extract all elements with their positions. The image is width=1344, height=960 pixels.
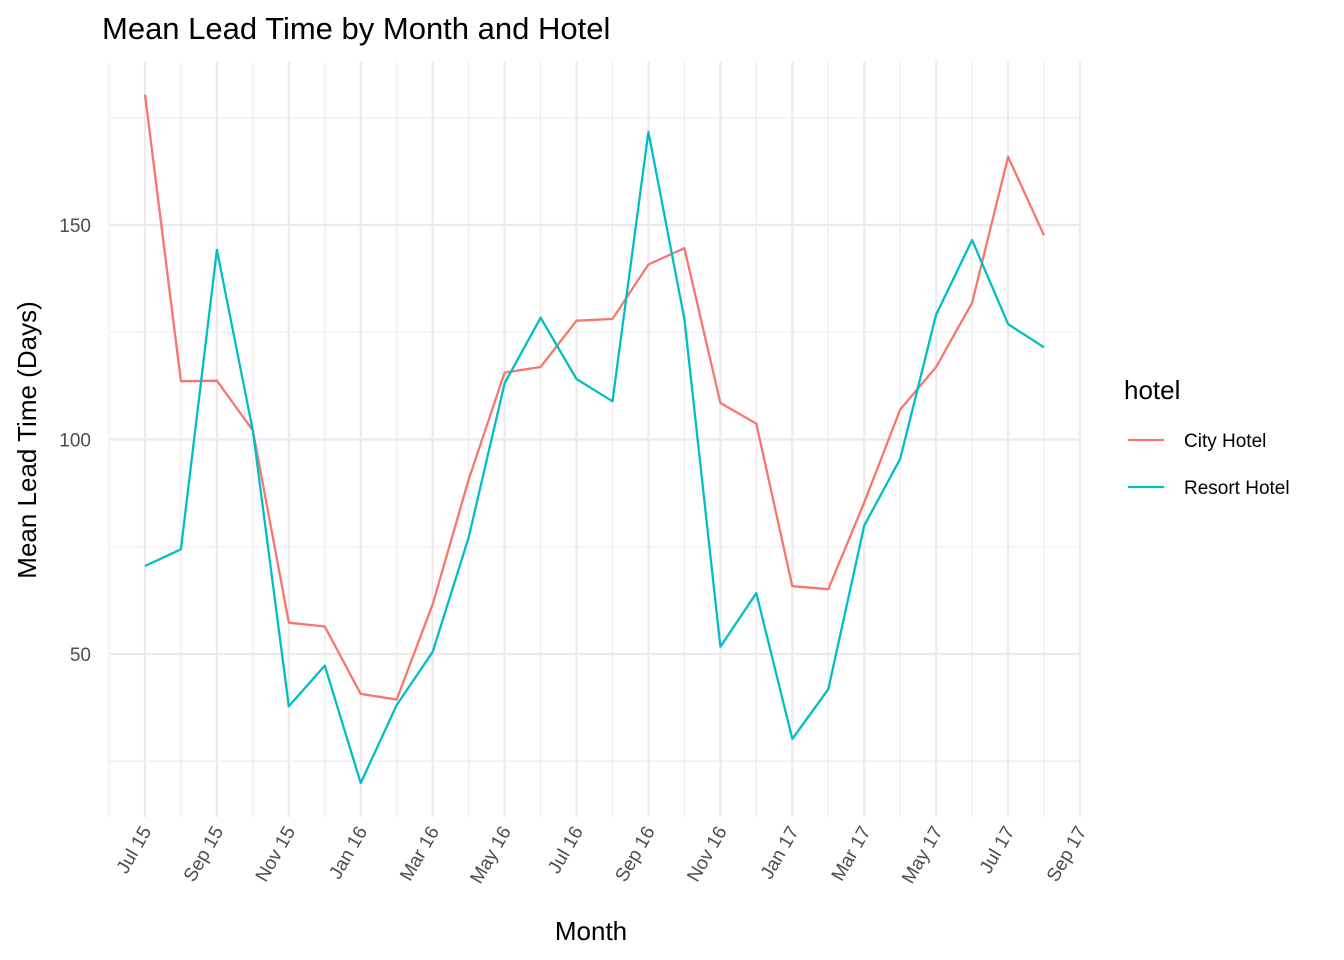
legend: hotel City Hotel Resort Hotel: [1124, 375, 1290, 499]
x-axis-title: Month: [555, 916, 627, 946]
y-axis-ticks: 50 100 150: [59, 216, 91, 666]
legend-label: Resort Hotel: [1184, 478, 1290, 499]
y-tick-label: 50: [70, 645, 91, 666]
y-tick-label: 150: [59, 216, 91, 237]
chart-title: Mean Lead Time by Month and Hotel: [102, 11, 610, 46]
y-tick-label: 100: [59, 431, 91, 452]
legend-label: City Hotel: [1184, 431, 1266, 452]
series-lines: [143, 94, 1046, 785]
series-line-city-hotel: [143, 94, 1046, 701]
major-grid: [109, 62, 1082, 817]
series-line-resort-hotel: [144, 130, 1045, 785]
y-axis-title: Mean Lead Time (Days): [12, 301, 42, 578]
legend-title: hotel: [1124, 375, 1180, 405]
